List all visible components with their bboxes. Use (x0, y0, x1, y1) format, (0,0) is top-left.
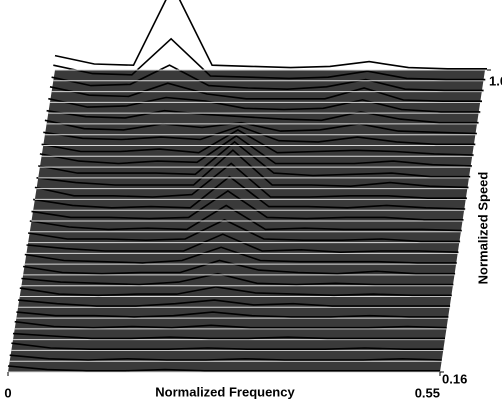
y-axis-label: Normalized Speed (475, 172, 490, 285)
trace (27, 218, 461, 243)
trace (49, 82, 482, 102)
trace (19, 286, 452, 297)
x-axis-label: Normalized Frequency (155, 384, 295, 399)
trace (44, 119, 477, 135)
trace (12, 332, 445, 340)
trace (29, 204, 462, 232)
trace (48, 96, 481, 113)
trace (22, 259, 456, 275)
x-tick-label: 0.55 (415, 385, 440, 400)
y-tick-label: 0.16 (442, 371, 467, 386)
x-tick-label: 0 (4, 385, 11, 400)
trace (36, 149, 469, 189)
trace (34, 162, 467, 199)
trace (38, 140, 471, 178)
trace (41, 128, 474, 156)
trace (14, 320, 447, 329)
trace (11, 342, 444, 351)
trace (7, 365, 440, 372)
trace (31, 190, 464, 221)
trace (9, 354, 442, 361)
trace (43, 125, 476, 146)
y-tick-label: 1.0 (489, 73, 502, 88)
trace (18, 299, 451, 307)
trace (53, 37, 486, 81)
trace (21, 272, 454, 286)
trace (39, 134, 472, 167)
trace (24, 246, 457, 264)
trace (16, 311, 449, 318)
trace (46, 109, 479, 124)
trace (54, 0, 487, 70)
trace (33, 175, 466, 210)
trace (51, 64, 484, 92)
